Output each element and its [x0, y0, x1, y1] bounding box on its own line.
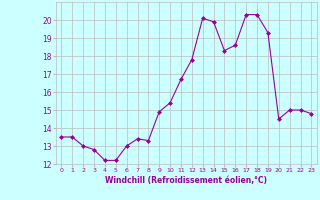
X-axis label: Windchill (Refroidissement éolien,°C): Windchill (Refroidissement éolien,°C) [105, 176, 268, 185]
